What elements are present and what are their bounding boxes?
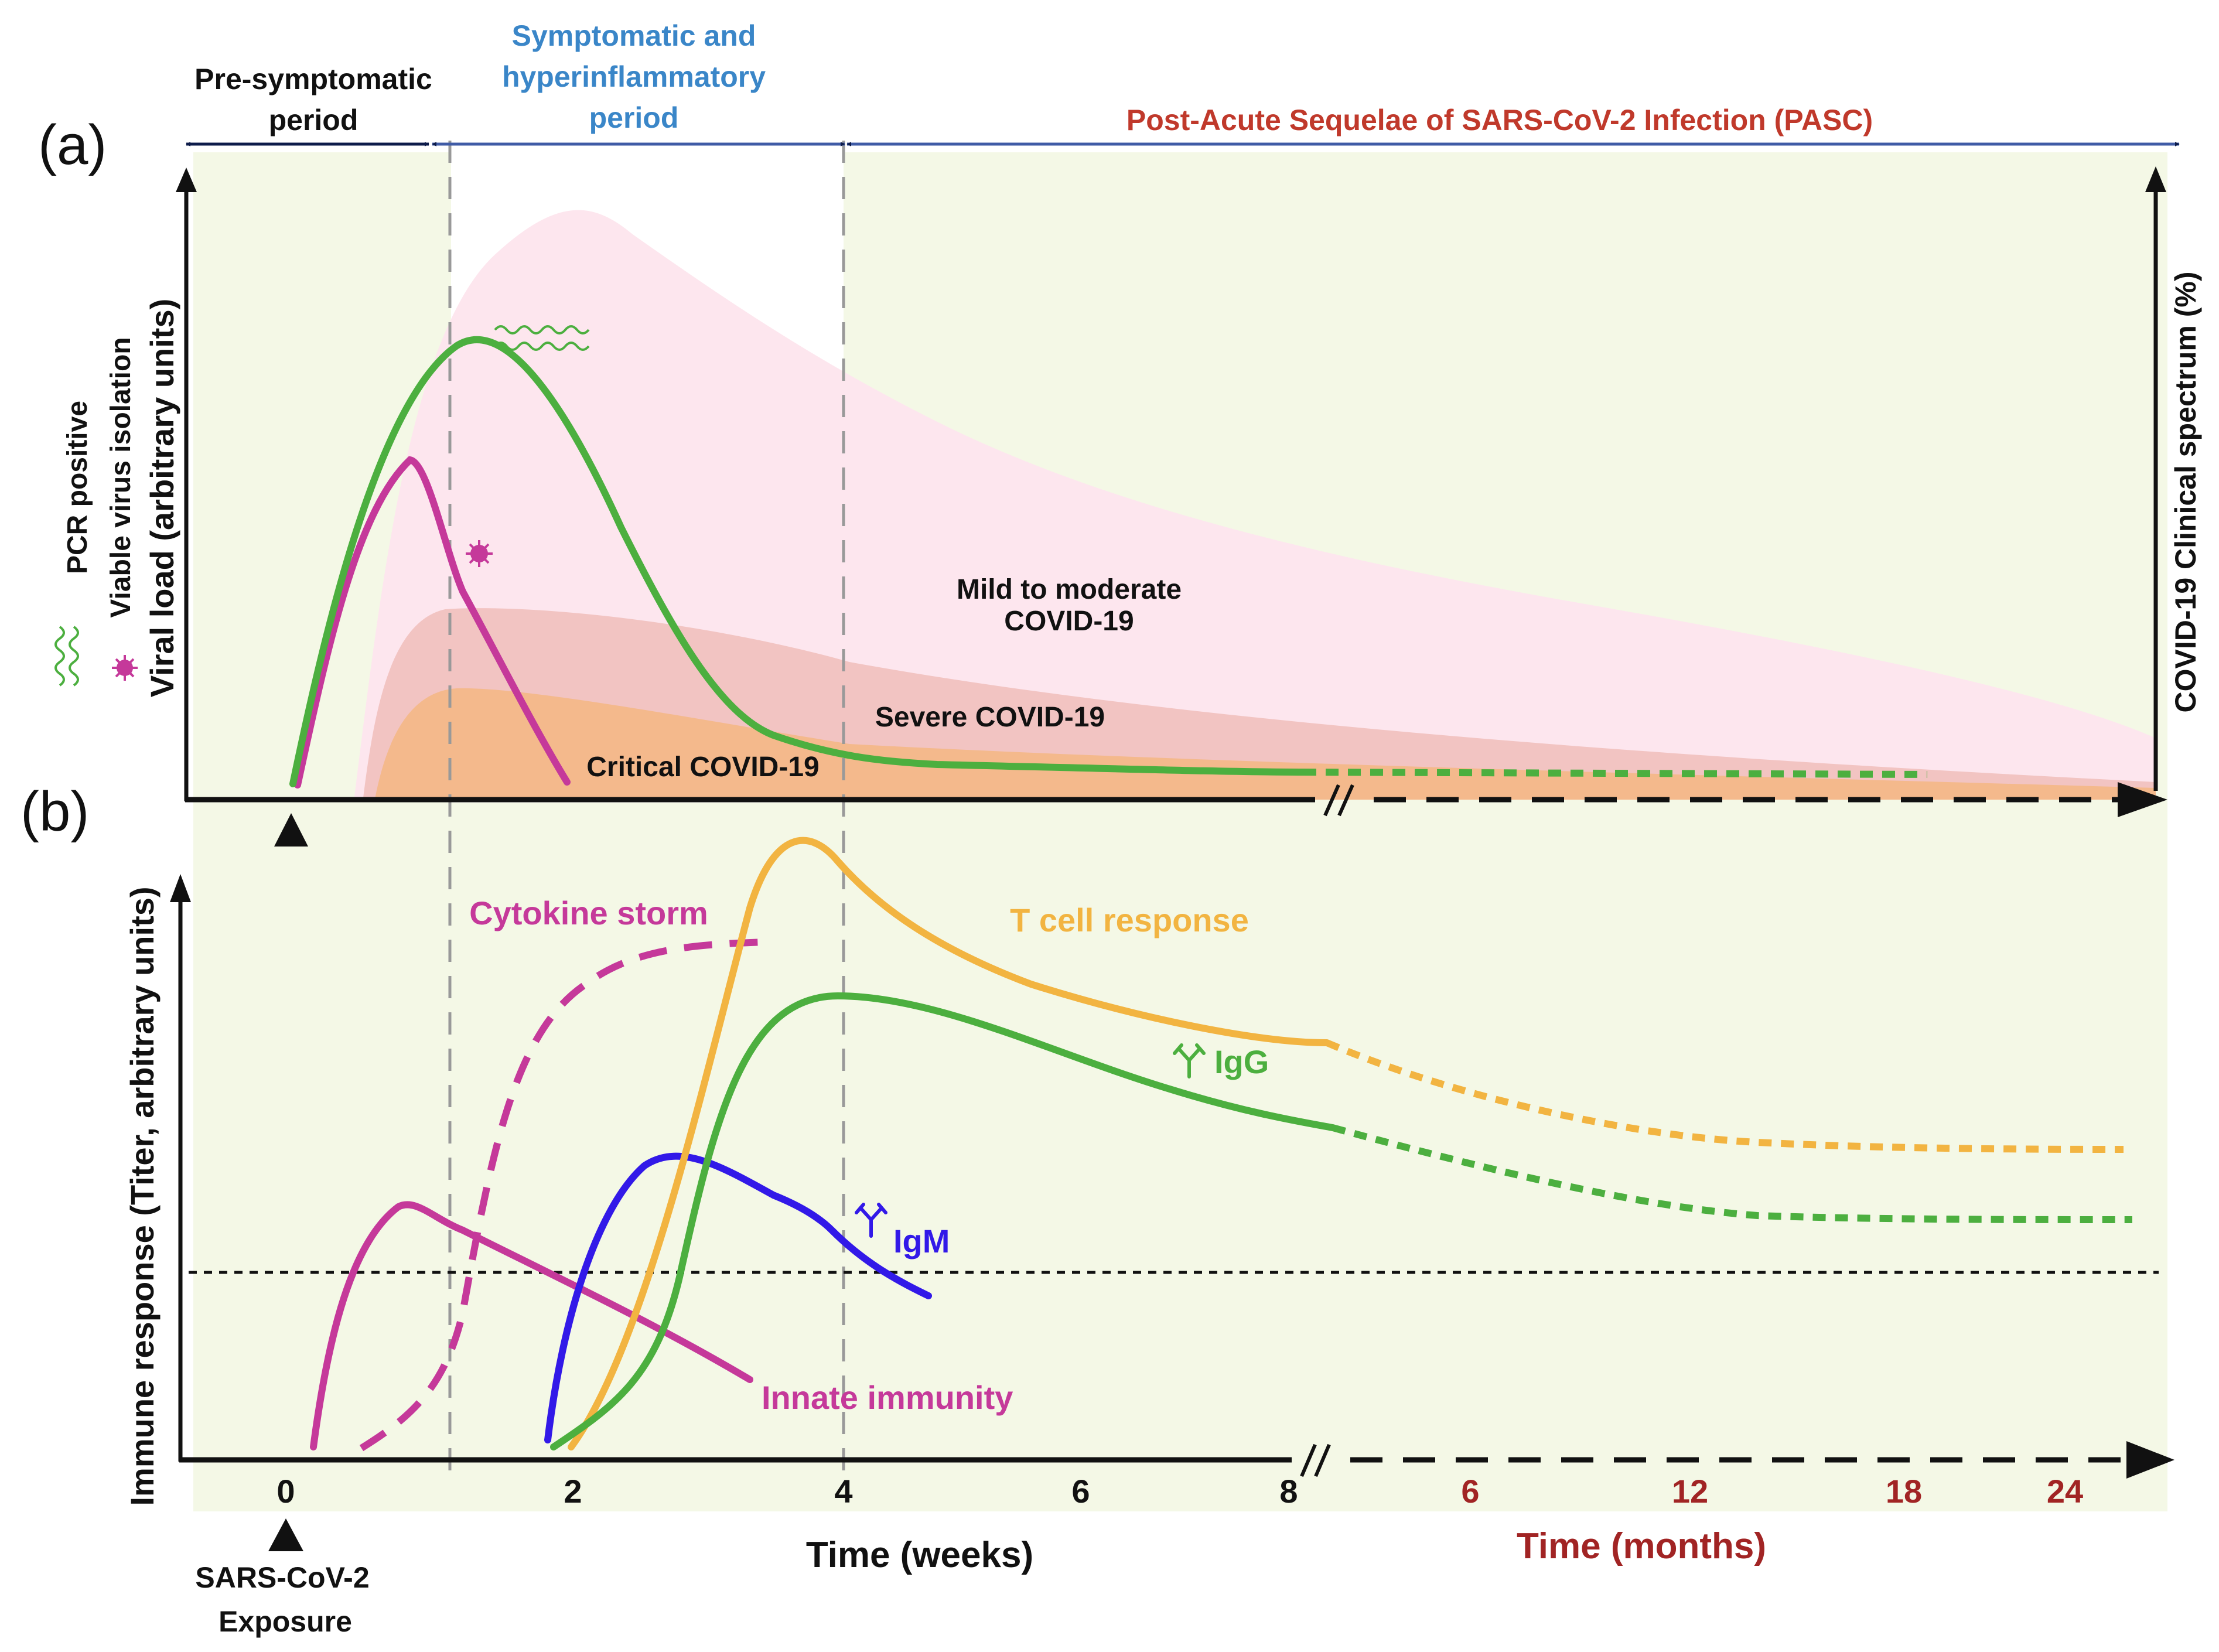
igm-curve — [544, 1152, 932, 1443]
panel-a-x-axis-break-1 — [1323, 784, 1340, 817]
month-tick-6: 6 — [1461, 1473, 1479, 1510]
critical-label: Critical COVID-19 — [586, 752, 819, 783]
panel-a-x-axis-break-2 — [1337, 784, 1354, 817]
week-tick-8: 8 — [1279, 1473, 1298, 1510]
igm-antibody-icon — [855, 1203, 887, 1238]
month-tick-24: 24 — [2047, 1473, 2083, 1510]
panel-b-y-axis-arrowhead — [170, 874, 191, 902]
legend-pcr-wave-icon — [54, 626, 79, 687]
panel-label-b: (b) — [21, 780, 89, 843]
critical-area — [375, 688, 2156, 800]
legend-virus-icon — [112, 655, 138, 681]
igg-label: IgG — [1214, 1043, 1269, 1080]
week-tick-2: 2 — [564, 1473, 582, 1510]
cytokine-storm-curve — [359, 938, 768, 1452]
virus-marker-icon — [466, 540, 493, 567]
tcell-response-curve-extension — [1325, 1039, 2124, 1153]
symptomatic-line2: hyperinflammatory — [502, 60, 766, 93]
symptomatic-line3: period — [589, 101, 679, 134]
pasc-heading: Post-Acute Sequelae of SARS-CoV-2 Infect… — [1126, 104, 1873, 136]
exposure-marker-bottom — [268, 1518, 303, 1551]
mild-moderate-label-line1: Mild to moderate — [957, 574, 1182, 605]
pre-symptomatic-line1: Pre-symptomatic — [194, 63, 432, 95]
igg-curve-extension — [1332, 1124, 2133, 1223]
igm-label: IgM — [893, 1223, 950, 1260]
panel-a-x-axis-arrowhead — [2118, 782, 2167, 817]
viable-virus-curve — [294, 456, 571, 789]
week-tick-4: 4 — [834, 1473, 852, 1510]
legend-pcr-label: PCR positive — [62, 401, 93, 574]
week-tick-0: 0 — [276, 1473, 295, 1510]
pre-symptomatic-line2: period — [269, 104, 359, 136]
symptomatic-line1: Symptomatic and — [512, 19, 756, 52]
tcell-response-curve — [568, 837, 1330, 1450]
month-tick-12: 12 — [1672, 1473, 1708, 1510]
exposure-marker-top — [274, 813, 308, 847]
severe-label: Severe COVID-19 — [875, 702, 1105, 733]
exposure-label-line2: Exposure — [219, 1605, 352, 1638]
right-axis-label: COVID-19 Clinical spectrum (%) — [2169, 272, 2202, 713]
background-panel-b — [193, 803, 2167, 1511]
panel-a-right-axis-arrowhead — [2145, 166, 2166, 192]
panel-a-y-axis-label: Viral load (arbitrary units) — [144, 299, 180, 697]
panel-label-a: (a) — [38, 114, 107, 176]
cytokine-storm-label: Cytokine storm — [469, 895, 708, 931]
pre-symptomatic-heading: Pre-symptomatic period — [194, 63, 432, 136]
panel-a-y-axis-arrowhead — [176, 168, 197, 192]
symptomatic-heading: Symptomatic and hyperinflammatory period — [502, 19, 766, 134]
pcr-positive-curve — [289, 336, 1307, 787]
months-axis-label: Time (months) — [1517, 1526, 1766, 1566]
pcr-positive-curve-extension — [1303, 769, 1928, 778]
pcr-wave-marker-icon — [494, 325, 590, 351]
panel-b-y-axis-label: Immune response (Titer, arbitrary units) — [124, 886, 161, 1506]
weeks-axis-label: Time (weeks) — [806, 1535, 1033, 1575]
panel-b-x-axis-arrowhead — [2126, 1441, 2174, 1479]
week-tick-6: 6 — [1071, 1473, 1090, 1510]
tcell-response-label: T cell response — [1010, 902, 1249, 938]
exposure-label-line1: SARS-CoV-2 — [195, 1561, 369, 1594]
igg-curve — [550, 992, 1336, 1450]
panel-b-x-axis-break-1 — [1300, 1443, 1317, 1477]
innate-immunity-label: Innate immunity — [762, 1379, 1013, 1416]
month-tick-18: 18 — [1886, 1473, 1922, 1510]
igg-antibody-icon — [1173, 1043, 1206, 1078]
mild-moderate-label-line2: COVID-19 — [1004, 606, 1134, 637]
panel-b-x-axis-break-2 — [1314, 1443, 1331, 1477]
legend-viable-label: Viable virus isolation — [105, 337, 136, 617]
